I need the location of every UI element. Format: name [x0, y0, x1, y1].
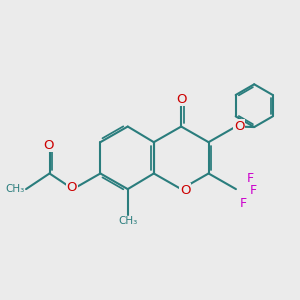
Text: F: F [247, 172, 254, 185]
Text: O: O [43, 139, 53, 152]
Text: O: O [234, 120, 244, 133]
Text: F: F [240, 197, 247, 210]
Text: O: O [66, 181, 77, 194]
Text: CH₃: CH₃ [118, 217, 137, 226]
Text: CH₃: CH₃ [5, 184, 25, 194]
Text: O: O [180, 184, 190, 197]
Text: F: F [249, 184, 256, 197]
Text: O: O [176, 93, 186, 106]
